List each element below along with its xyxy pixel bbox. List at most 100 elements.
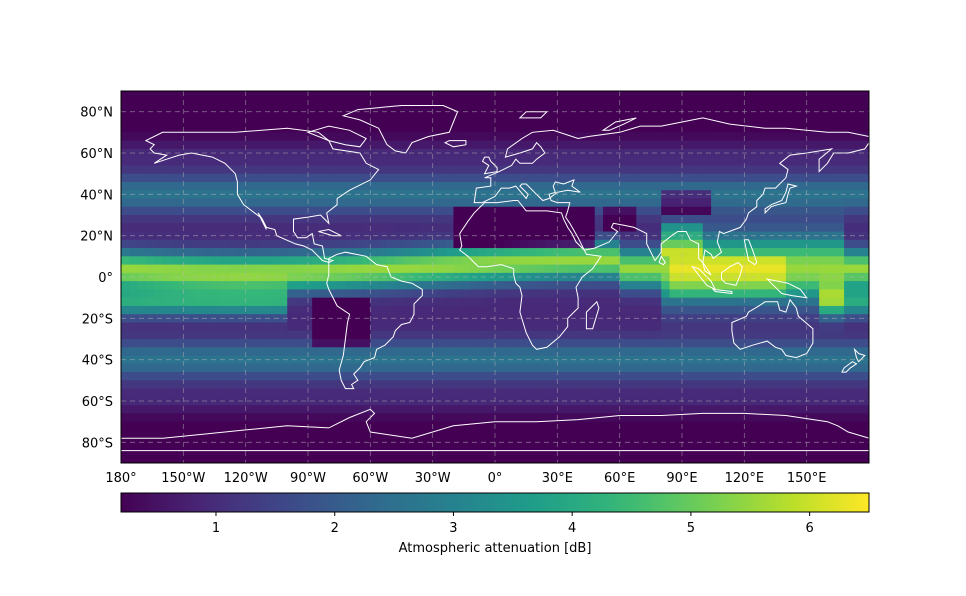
heatmap-cell [519, 372, 529, 381]
heatmap-cell [627, 297, 637, 307]
heatmap-cell [204, 157, 214, 166]
heatmap-cell [137, 215, 147, 224]
heatmap-cell [819, 421, 829, 431]
heatmap-cell [353, 91, 363, 100]
heatmap-cell [503, 388, 513, 398]
heatmap-cell [478, 281, 488, 290]
heatmap-cell [694, 99, 704, 109]
heatmap-cell [154, 380, 164, 390]
heatmap-cell [345, 454, 355, 463]
heatmap-cell [195, 124, 205, 133]
heatmap-cell [378, 281, 388, 290]
heatmap-cell [619, 231, 629, 241]
heatmap-cell [769, 248, 779, 257]
heatmap-cell [569, 173, 579, 183]
heatmap-cell [212, 380, 222, 390]
heatmap-cell [827, 339, 837, 348]
heatmap-cell [420, 173, 430, 183]
heatmap-cell [187, 454, 197, 463]
heatmap-cell [702, 140, 712, 150]
heatmap-cell [644, 380, 654, 390]
heatmap-cell [253, 99, 263, 109]
heatmap-cell [794, 140, 804, 150]
heatmap-cell [736, 330, 745, 340]
heatmap-cell [253, 413, 263, 423]
heatmap-cell [777, 380, 787, 390]
heatmap-cell [204, 206, 214, 216]
heatmap-cell [736, 256, 745, 266]
heatmap-cell [270, 248, 280, 257]
heatmap-cell [503, 314, 513, 324]
heatmap-cell [844, 454, 853, 463]
heatmap-cell [819, 413, 829, 423]
heatmap-cell [220, 347, 230, 357]
heatmap-cell [328, 99, 338, 109]
heatmap-cell [229, 363, 238, 373]
heatmap-cell [470, 91, 479, 100]
heatmap-cell [179, 272, 189, 282]
heatmap-cell [403, 454, 413, 463]
heatmap-cell [170, 297, 180, 307]
heatmap-cell [328, 124, 338, 133]
heatmap-cell [328, 215, 338, 224]
heatmap-cell [245, 198, 255, 208]
heatmap-cell [785, 140, 795, 150]
heatmap-cell [652, 115, 662, 125]
heatmap-cell [702, 405, 712, 414]
heatmap-cell [337, 206, 346, 216]
heatmap-cell [420, 140, 430, 150]
heatmap-cell [827, 181, 837, 191]
heatmap-cell [154, 281, 164, 290]
heatmap-cell [844, 198, 853, 208]
heatmap-cell [702, 330, 712, 340]
heatmap-cell [453, 454, 463, 463]
heatmap-cell [644, 248, 654, 257]
heatmap-cell [519, 355, 529, 365]
heatmap-cell [519, 272, 529, 282]
heatmap-cell [353, 157, 363, 166]
heatmap-cell [835, 347, 845, 357]
heatmap-cell [760, 305, 770, 315]
heatmap-cell [860, 181, 869, 191]
heatmap-cell [395, 396, 405, 406]
heatmap-cell [229, 91, 238, 100]
heatmap-cell [495, 181, 504, 191]
heatmap-cell [636, 115, 646, 125]
heatmap-cell [627, 181, 637, 191]
heatmap-cell [719, 314, 729, 324]
heatmap-cell [860, 91, 869, 100]
heatmap-cell [411, 206, 421, 216]
heatmap-cell [403, 231, 413, 241]
heatmap-cell [245, 115, 255, 125]
heatmap-cell [627, 215, 637, 224]
heatmap-cell [328, 289, 338, 299]
heatmap-cell [544, 388, 554, 398]
heatmap-cell [561, 91, 571, 100]
heatmap-cell [827, 405, 837, 414]
heatmap-cell [220, 173, 230, 183]
heatmap-cell [777, 223, 787, 233]
heatmap-cell [378, 99, 388, 109]
heatmap-cell [752, 289, 762, 299]
heatmap-cell [229, 297, 238, 307]
heatmap-cell [436, 91, 446, 100]
heatmap-cell [495, 99, 504, 109]
heatmap-cell [503, 339, 513, 348]
heatmap-cell [420, 405, 430, 414]
heatmap-cell [411, 322, 421, 332]
heatmap-cell [220, 107, 230, 117]
heatmap-cell [204, 355, 214, 365]
heatmap-cell [345, 165, 355, 175]
heatmap-cell [586, 339, 596, 348]
heatmap-cell [835, 314, 845, 324]
heatmap-cell [503, 396, 513, 406]
heatmap-cell [752, 347, 762, 357]
heatmap-cell [760, 190, 770, 200]
heatmap-cell [370, 157, 380, 166]
heatmap-cell [204, 438, 214, 448]
heatmap-cell [486, 215, 496, 224]
heatmap-cell [478, 339, 488, 348]
heatmap-cell [503, 264, 513, 274]
heatmap-cell [785, 421, 795, 431]
heatmap-cell [669, 140, 679, 150]
